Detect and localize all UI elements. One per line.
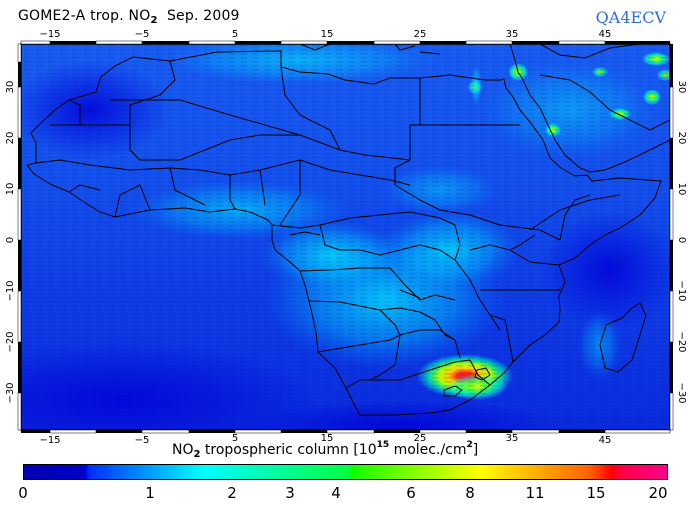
right-tick-label: 0 bbox=[676, 236, 687, 244]
bottom-tick-label: 25 bbox=[413, 433, 427, 444]
colorbar-tick-label: 3 bbox=[285, 484, 295, 502]
title-date: Sep. 2009 bbox=[166, 8, 240, 24]
colorbar-tick-label: 11 bbox=[525, 484, 545, 502]
right-tick-label: −10 bbox=[676, 280, 687, 302]
colorbar-title-close: ] bbox=[472, 442, 479, 458]
colorbar-title-sub: 2 bbox=[193, 449, 201, 460]
left-tick-label: −10 bbox=[5, 280, 16, 302]
bottom-tick-label: 15 bbox=[320, 433, 334, 444]
colorbar-title-middle: tropospheric column [10 bbox=[200, 442, 377, 458]
colorbar-title-exponent: 15 bbox=[376, 440, 390, 450]
colorbar bbox=[23, 464, 668, 480]
bottom-tick-label: −15 bbox=[39, 435, 61, 446]
colorbar-tick-label: 8 bbox=[465, 484, 475, 502]
top-tick-label: 25 bbox=[413, 29, 427, 40]
axis-scale-bars bbox=[17, 40, 674, 434]
left-tick-label: 30 bbox=[5, 80, 16, 94]
top-tick-label: −15 bbox=[39, 29, 61, 40]
title-prefix: GOME2-A trop. NO bbox=[18, 8, 151, 24]
bottom-tick-label: 5 bbox=[231, 433, 239, 444]
top-tick-label: 35 bbox=[505, 29, 519, 40]
colorbar-title: NO2 tropospheric column [1015 molec./cm2… bbox=[172, 440, 478, 460]
right-tick-label: 20 bbox=[676, 131, 687, 145]
bottom-tick-label: 45 bbox=[598, 435, 612, 446]
brand-label: QA4ECV bbox=[595, 8, 666, 27]
title-subscript: 2 bbox=[150, 15, 158, 26]
right-tick-label: −20 bbox=[676, 331, 687, 353]
top-tick-label: 5 bbox=[231, 29, 239, 40]
colorbar-tick-label: 20 bbox=[648, 484, 668, 502]
top-tick-label: 15 bbox=[320, 29, 334, 40]
right-tick-label: 30 bbox=[676, 80, 687, 94]
top-tick-label: −5 bbox=[134, 29, 150, 40]
left-tick-label: −20 bbox=[5, 331, 16, 353]
bottom-tick-label: −5 bbox=[134, 435, 150, 446]
chart-title: GOME2-A trop. NO2 Sep. 2009 bbox=[18, 8, 240, 26]
right-tick-label: 10 bbox=[676, 182, 687, 196]
colorbar-tick-label: 2 bbox=[227, 484, 237, 502]
left-tick-label: 20 bbox=[5, 131, 16, 145]
colorbar-tick-label: 15 bbox=[586, 484, 606, 502]
colorbar-tick-label: 4 bbox=[331, 484, 341, 502]
colorbar-tick-label: 6 bbox=[406, 484, 416, 502]
colorbar-title-prefix: NO bbox=[172, 442, 194, 458]
colorbar-title-units: molec./cm bbox=[389, 442, 467, 458]
map-field bbox=[21, 44, 670, 430]
left-tick-label: 0 bbox=[5, 236, 16, 244]
right-tick-label: −30 bbox=[676, 382, 687, 404]
left-tick-label: 10 bbox=[5, 182, 16, 196]
top-tick-label: 45 bbox=[598, 29, 612, 40]
bottom-tick-label: 35 bbox=[505, 433, 519, 444]
left-tick-label: −30 bbox=[5, 382, 16, 404]
colorbar-title-units-exponent: 2 bbox=[466, 440, 473, 450]
colorbar-tick-label: 0 bbox=[18, 484, 28, 502]
coastlines-and-borders bbox=[26, 44, 670, 416]
colorbar-tick-label: 1 bbox=[145, 484, 155, 502]
